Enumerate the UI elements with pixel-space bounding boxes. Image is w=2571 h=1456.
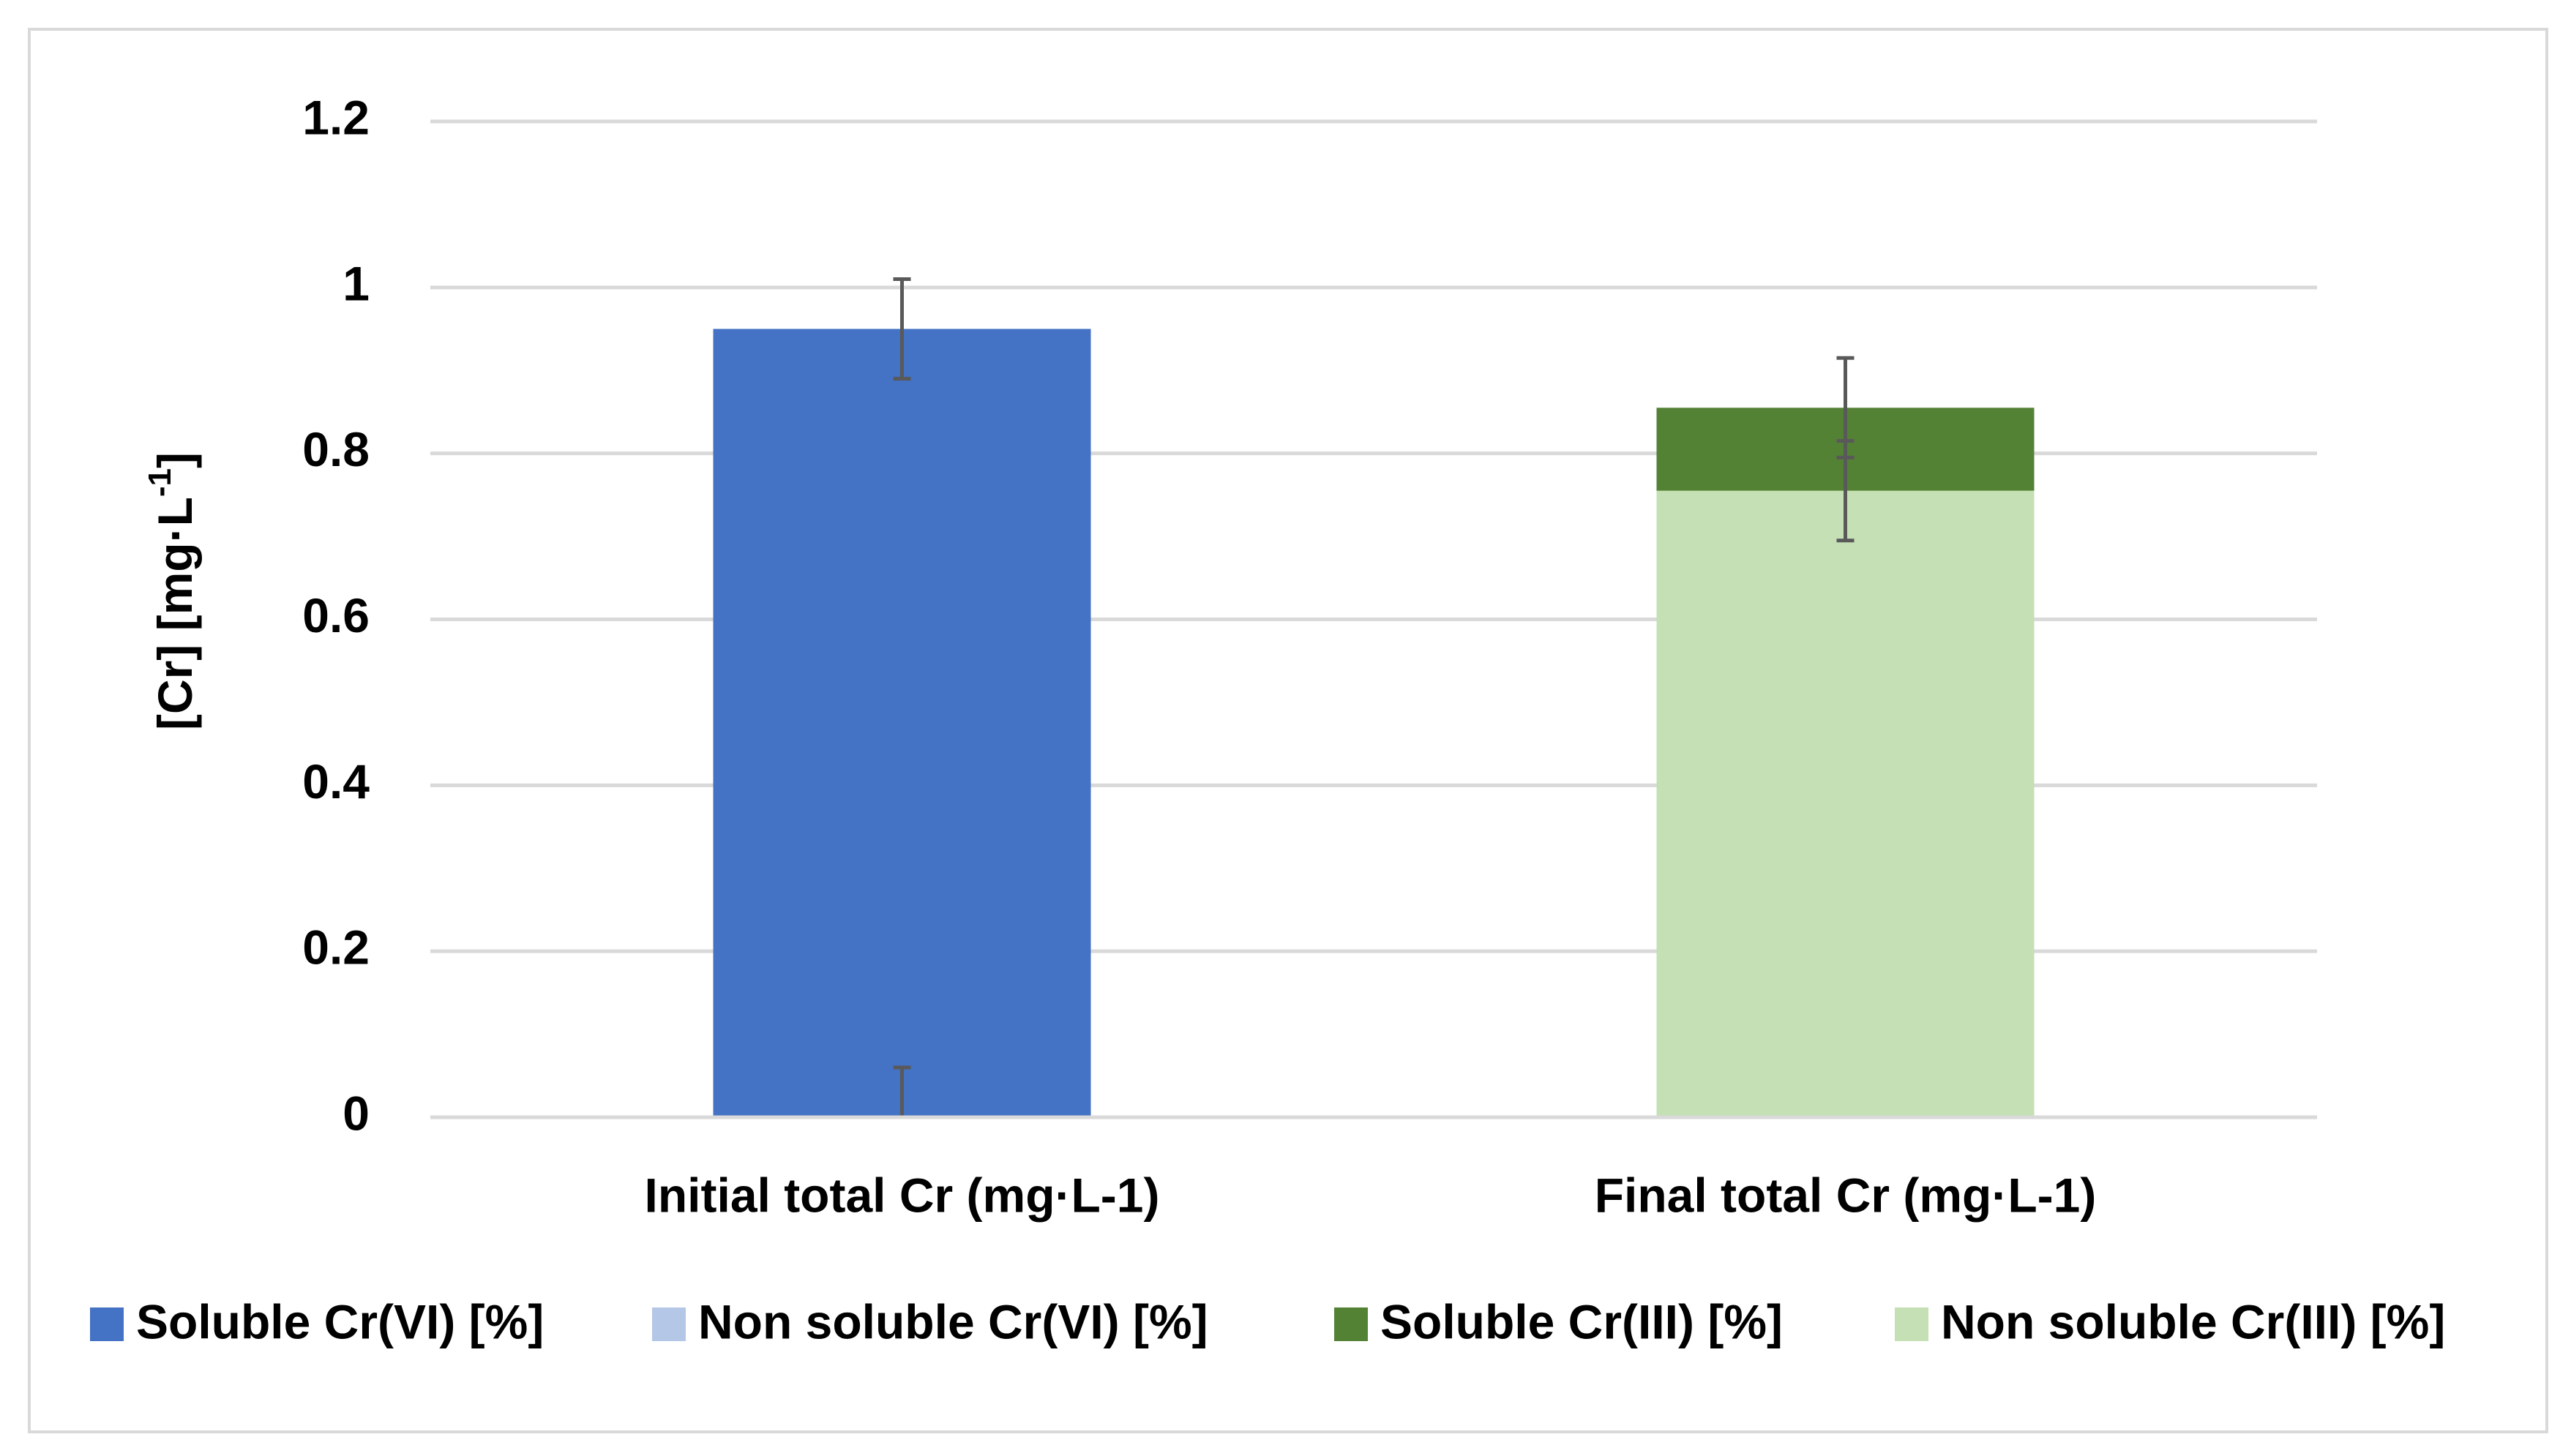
x-tick-label: Final total Cr (mg·L-1) [1595, 1168, 2097, 1222]
y-tick-label: 1.2 [302, 90, 370, 144]
legend-swatch [90, 1307, 124, 1341]
chart-border [28, 28, 2548, 1433]
legend-swatch [652, 1307, 686, 1341]
y-tick-label: 0.4 [302, 754, 370, 808]
y-tick-label: 0.2 [302, 920, 370, 975]
x-tick-label: Initial total Cr (mg·L-1) [645, 1168, 1160, 1222]
y-axis-title: [Cr] [mg·L-1] [142, 452, 203, 730]
bar-segment [1656, 490, 2035, 1117]
bar-segment [713, 329, 1091, 1118]
y-tick-label: 0 [343, 1086, 370, 1140]
legend-swatch [1895, 1307, 1928, 1341]
y-tick-label: 0.8 [302, 422, 370, 476]
y-tick-label: 0.6 [302, 588, 370, 642]
y-title-end: ] [148, 452, 202, 468]
y-tick-label: 1 [343, 256, 370, 310]
error-bar [893, 277, 911, 381]
legend-label: Non soluble Cr(III) [%] [1941, 1294, 2445, 1348]
legend-label: Non soluble Cr(VI) [%] [698, 1294, 1208, 1348]
y-title-sup: -1 [142, 468, 178, 497]
legend-label: Soluble Cr(III) [%] [1380, 1294, 1783, 1348]
legend-label: Soluble Cr(VI) [%] [136, 1294, 544, 1348]
legend-swatch [1334, 1307, 1368, 1341]
y-title-main: [Cr] [mg·L [148, 497, 202, 730]
error-bar [893, 1065, 911, 1117]
error-bar [1836, 356, 1855, 459]
